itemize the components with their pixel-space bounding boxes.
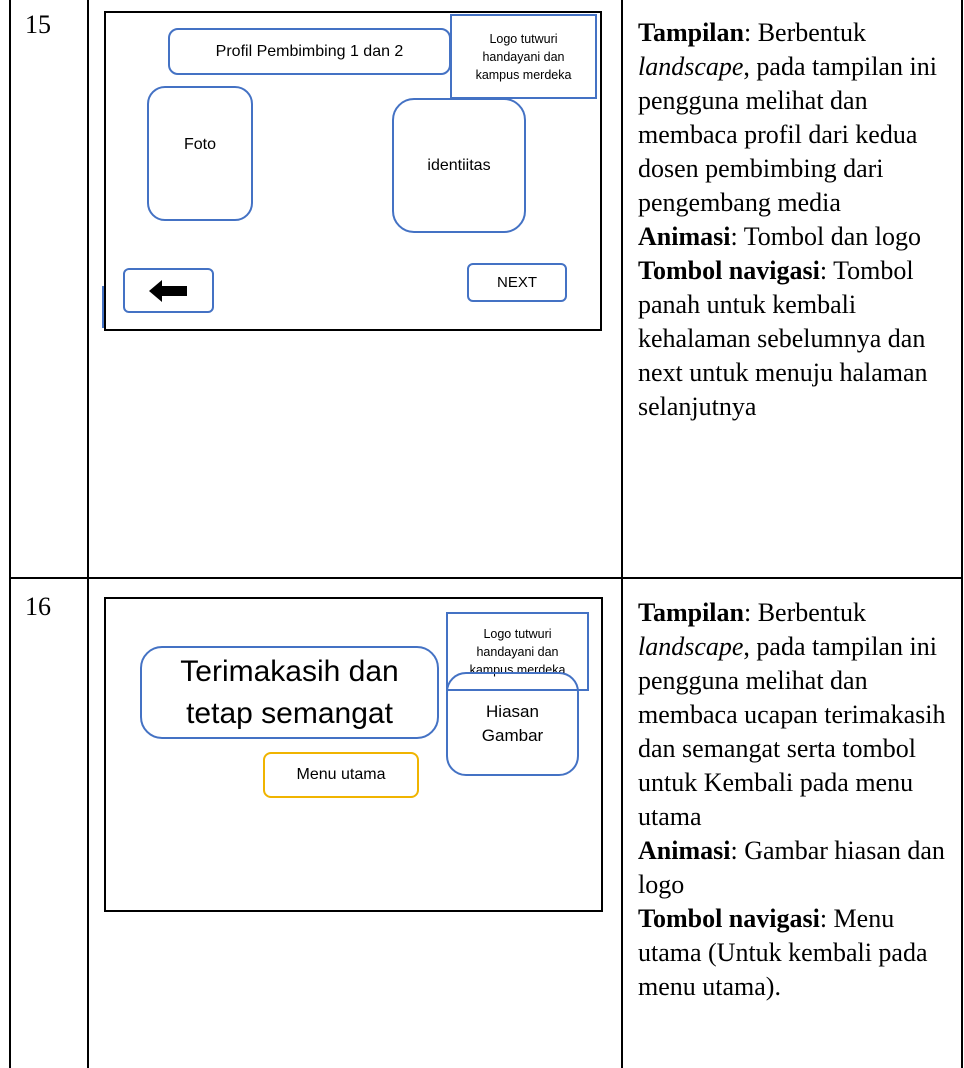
text: , pada tampilan ini pengguna melihat dan… xyxy=(638,632,946,831)
table-border xyxy=(87,0,89,1068)
text: , pada tampilan ini pengguna melihat dan… xyxy=(638,52,937,217)
logo-text: Logo tutwuri xyxy=(483,626,552,641)
table-border xyxy=(9,577,963,579)
wireframe xyxy=(104,11,602,331)
label: Tombol navigasi xyxy=(638,256,820,285)
back-button[interactable] xyxy=(123,268,214,313)
next-button[interactable]: NEXT xyxy=(467,263,567,302)
italic-text: landscape xyxy=(638,632,744,661)
label: Tampilan xyxy=(638,598,744,627)
table-border xyxy=(621,0,623,1068)
title-box: Profil Pembimbing 1 dan 2 xyxy=(168,28,451,75)
decoration-text: Hiasan xyxy=(486,702,539,721)
menu-button[interactable]: Menu utama xyxy=(263,752,419,798)
table-border xyxy=(9,0,11,1068)
arrow-icon xyxy=(148,279,187,302)
italic-text: landscape xyxy=(638,52,744,81)
logo-text: Logo tutwuri xyxy=(489,31,558,46)
row-number: 16 xyxy=(25,592,51,621)
row-number: 15 xyxy=(25,10,51,39)
photo-box: Foto xyxy=(147,86,253,221)
text: : Berbentuk xyxy=(743,598,867,627)
decoration-text: Gambar xyxy=(481,726,544,745)
text: : Berbentuk xyxy=(743,18,867,47)
decoration xyxy=(102,286,104,328)
logo-text: handayani dan xyxy=(482,49,565,64)
logo-box: Logo tutwuri handayani dan kampus merdek… xyxy=(450,14,597,99)
logo-text: handayani dan xyxy=(476,644,559,659)
label: Tampilan xyxy=(638,18,744,47)
wireframe xyxy=(104,597,603,912)
text: : Tombol dan logo xyxy=(730,222,921,251)
label: Tombol navigasi xyxy=(638,904,820,933)
description: Tampilan: Berbentuk landscape, pada tamp… xyxy=(638,16,960,424)
label: Animasi xyxy=(638,222,731,251)
text: : Tombol panah untuk kembali kehalaman s… xyxy=(638,256,928,421)
logo-text: kampus merdeka xyxy=(475,67,572,82)
text: : Menu utama (Untuk kembali pada menu ut… xyxy=(638,904,928,1001)
label: Animasi xyxy=(638,836,731,865)
table-border xyxy=(961,0,963,1068)
message-box: Terimakasih dan tetap semangat xyxy=(140,646,439,739)
message-text: Terimakasih dan xyxy=(180,654,399,688)
message-text: tetap semangat xyxy=(186,696,393,730)
description: Tampilan: Berbentuk landscape, pada tamp… xyxy=(638,596,960,1004)
identity-box: identiitas xyxy=(392,98,526,233)
text: : Gambar hiasan dan logo xyxy=(638,836,945,899)
decoration-box: Hiasan Gambar xyxy=(446,672,579,776)
